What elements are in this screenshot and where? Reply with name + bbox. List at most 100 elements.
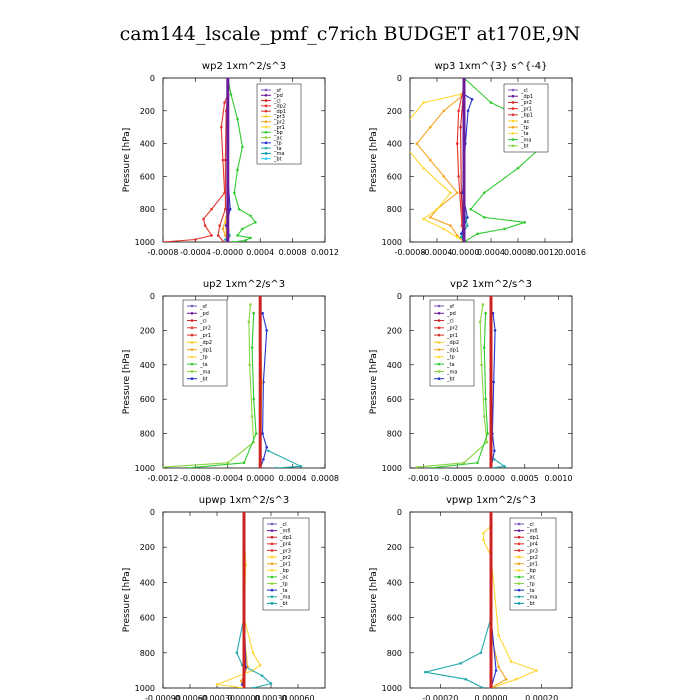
legend-entry: _dp2 <box>446 340 459 346</box>
y-tick-label: 200 <box>140 107 155 116</box>
legend-entry: _dp1 <box>273 109 286 115</box>
y-tick-label: 0 <box>150 292 155 301</box>
data-point-bp1 <box>489 101 493 104</box>
data-point-bp <box>236 234 239 237</box>
legend-entry: _pr3 <box>526 548 538 554</box>
data-point-tp <box>493 449 496 453</box>
x-tick-label: 0.00020 <box>525 694 558 700</box>
data-point-bp <box>231 240 234 242</box>
legend-entry: _tp <box>273 141 282 147</box>
y-axis-label: Pressure [hPa] <box>369 568 379 633</box>
plot-frame <box>162 77 326 243</box>
y-tick-label: 200 <box>140 326 155 335</box>
legend-entry: _bp <box>526 568 536 574</box>
y-tick-label: 600 <box>140 172 155 181</box>
data-point-bp <box>254 221 257 224</box>
y-tick-label: 800 <box>140 205 155 214</box>
data-point-cl <box>203 224 207 227</box>
data-point-dp1 <box>485 440 489 444</box>
legend-marker <box>517 522 521 526</box>
data-point-bp <box>229 93 233 96</box>
legend-entry: _dp2 <box>273 104 286 110</box>
legend-marker <box>517 602 521 605</box>
data-point-ta <box>251 686 255 688</box>
y-tick-label: 800 <box>387 649 402 658</box>
legend-entry: _bp <box>273 130 283 136</box>
legend-entry: _ma <box>446 369 457 375</box>
data-point-bp1 <box>476 232 479 236</box>
x-tick-label: 0.0000 <box>477 474 505 483</box>
legend-entry: _tp <box>526 581 535 587</box>
data-point-ta <box>464 677 467 681</box>
x-tick-label: 0.0000 <box>246 474 274 483</box>
legend-marker <box>264 99 268 102</box>
legend-box <box>256 83 302 165</box>
x-tick-label: 0.00000 <box>227 694 260 700</box>
x-tick-label: -0.0004 <box>422 248 453 257</box>
legend-marker <box>437 333 441 337</box>
data-point-cl <box>457 175 460 178</box>
data-point-ta <box>423 670 427 674</box>
legend-marker <box>264 136 268 139</box>
y-tick-label: 1000 <box>135 684 155 693</box>
legend-marker <box>270 595 274 599</box>
data-point-bp1 <box>469 207 473 211</box>
y-tick-label: 400 <box>140 140 155 149</box>
data-point-pr2 <box>535 669 538 672</box>
x-tick-label: -0.00090 <box>145 694 181 700</box>
series-line-bp <box>227 78 257 242</box>
data-point-dp1 <box>248 363 251 367</box>
data-point-dp1 <box>226 461 230 465</box>
legend-marker <box>190 362 194 366</box>
data-point-tp <box>460 232 463 236</box>
data-point-pr1 <box>422 217 425 221</box>
data-point-pr1 <box>402 126 405 129</box>
data-point-cl <box>489 466 493 468</box>
x-tick-label: -0.0008 <box>148 248 179 257</box>
y-tick-label: 800 <box>387 430 402 439</box>
y-tick-label: 0 <box>150 508 155 517</box>
data-point-tp <box>262 458 265 461</box>
series-group <box>163 296 303 468</box>
data-point-dp1 <box>489 512 493 514</box>
panel-title: wp2 1xm^2/s^3 <box>202 61 286 72</box>
data-point-dp1 <box>218 224 221 227</box>
data-point-ta <box>299 464 303 468</box>
legend-marker <box>437 370 441 373</box>
y-tick-label: 600 <box>140 614 155 623</box>
series-line-pr2 <box>216 529 261 688</box>
legend-entry: _ta <box>520 131 529 137</box>
data-point-dp1 <box>462 461 466 465</box>
data-point-tp <box>466 109 470 113</box>
y-tick-label: 1000 <box>382 684 402 693</box>
data-point-ta <box>459 662 462 665</box>
data-point-pr1 <box>504 677 508 681</box>
data-point-dp2 <box>254 432 258 435</box>
legend-marker <box>190 341 194 344</box>
legend-entry: _sf <box>273 88 281 94</box>
data-point-cl <box>242 512 246 514</box>
data-point-pd <box>226 78 230 80</box>
series-group <box>415 296 507 468</box>
x-tick-label: 0.0004 <box>246 248 274 257</box>
data-point-pr2 <box>258 663 262 667</box>
y-tick-label: 800 <box>140 430 155 439</box>
legend-marker <box>511 132 515 135</box>
x-tick-label: 0.0005 <box>511 474 539 483</box>
x-tick-label: -0.0004 <box>212 474 243 483</box>
legend-marker <box>190 355 194 359</box>
y-tick-label: 1000 <box>135 238 155 247</box>
data-point-dp2 <box>484 311 487 315</box>
legend-marker <box>511 107 515 110</box>
legend-entry: _tp <box>520 125 529 131</box>
x-tick-label: 0.00000 <box>474 694 507 700</box>
data-point-pr1 <box>442 227 446 231</box>
legend-marker <box>264 115 268 118</box>
legend-entry: _dp1 <box>446 347 459 353</box>
plot-frame <box>162 295 326 469</box>
y-tick-label: 200 <box>140 543 155 552</box>
data-point-bp <box>232 191 236 195</box>
y-tick-label: 200 <box>387 543 402 552</box>
legend-entry: _pr1 <box>526 561 538 567</box>
